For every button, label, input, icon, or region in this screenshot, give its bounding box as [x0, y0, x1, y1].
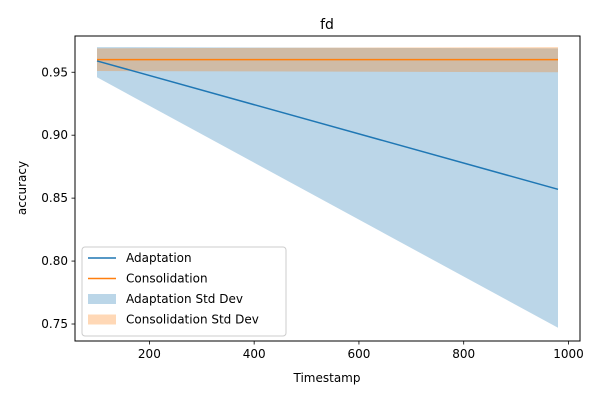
x-tick-label: 1000 [553, 347, 584, 361]
consolidation-std-dev-legend-swatch [88, 314, 116, 325]
y-tick-label: 0.75 [41, 317, 68, 331]
x-tick-label: 400 [243, 347, 266, 361]
y-tick-label: 0.95 [41, 65, 68, 79]
chart-title: fd [320, 17, 334, 33]
y-axis-ticks: 0.75 0.80 0.85 0.90 0.95 [41, 65, 75, 331]
legend-box [81, 246, 287, 337]
x-axis-label: Timestamp [293, 371, 361, 385]
plot-frame [74, 35, 581, 342]
x-tick-label: 800 [452, 347, 475, 361]
x-tick-label: 200 [138, 347, 161, 361]
series-lines [96, 58, 559, 191]
adaptation-legend-label: Adaptation [126, 251, 192, 265]
y-tick-label: 0.80 [41, 254, 68, 268]
y-axis-label: accuracy [15, 161, 29, 215]
consolidation-legend-label: Consolidation [126, 272, 208, 286]
y-tick-label: 0.90 [41, 128, 68, 142]
y-tick-label: 0.85 [41, 191, 68, 205]
adaptation-std-dev-band [97, 47, 558, 328]
adaptation-std-dev-legend-label: Adaptation Std Dev [126, 292, 243, 306]
x-axis-ticks: 200 400 600 800 1000 [138, 341, 584, 361]
adaptation-std-dev-legend-swatch [88, 294, 116, 304]
consolidation-std-dev-legend-label: Consolidation Std Dev [126, 313, 259, 327]
x-tick-label: 600 [347, 347, 370, 361]
legend: Adaptation Consolidation Adaptation Std De… [81, 246, 287, 337]
adaptation-line [96, 60, 559, 191]
